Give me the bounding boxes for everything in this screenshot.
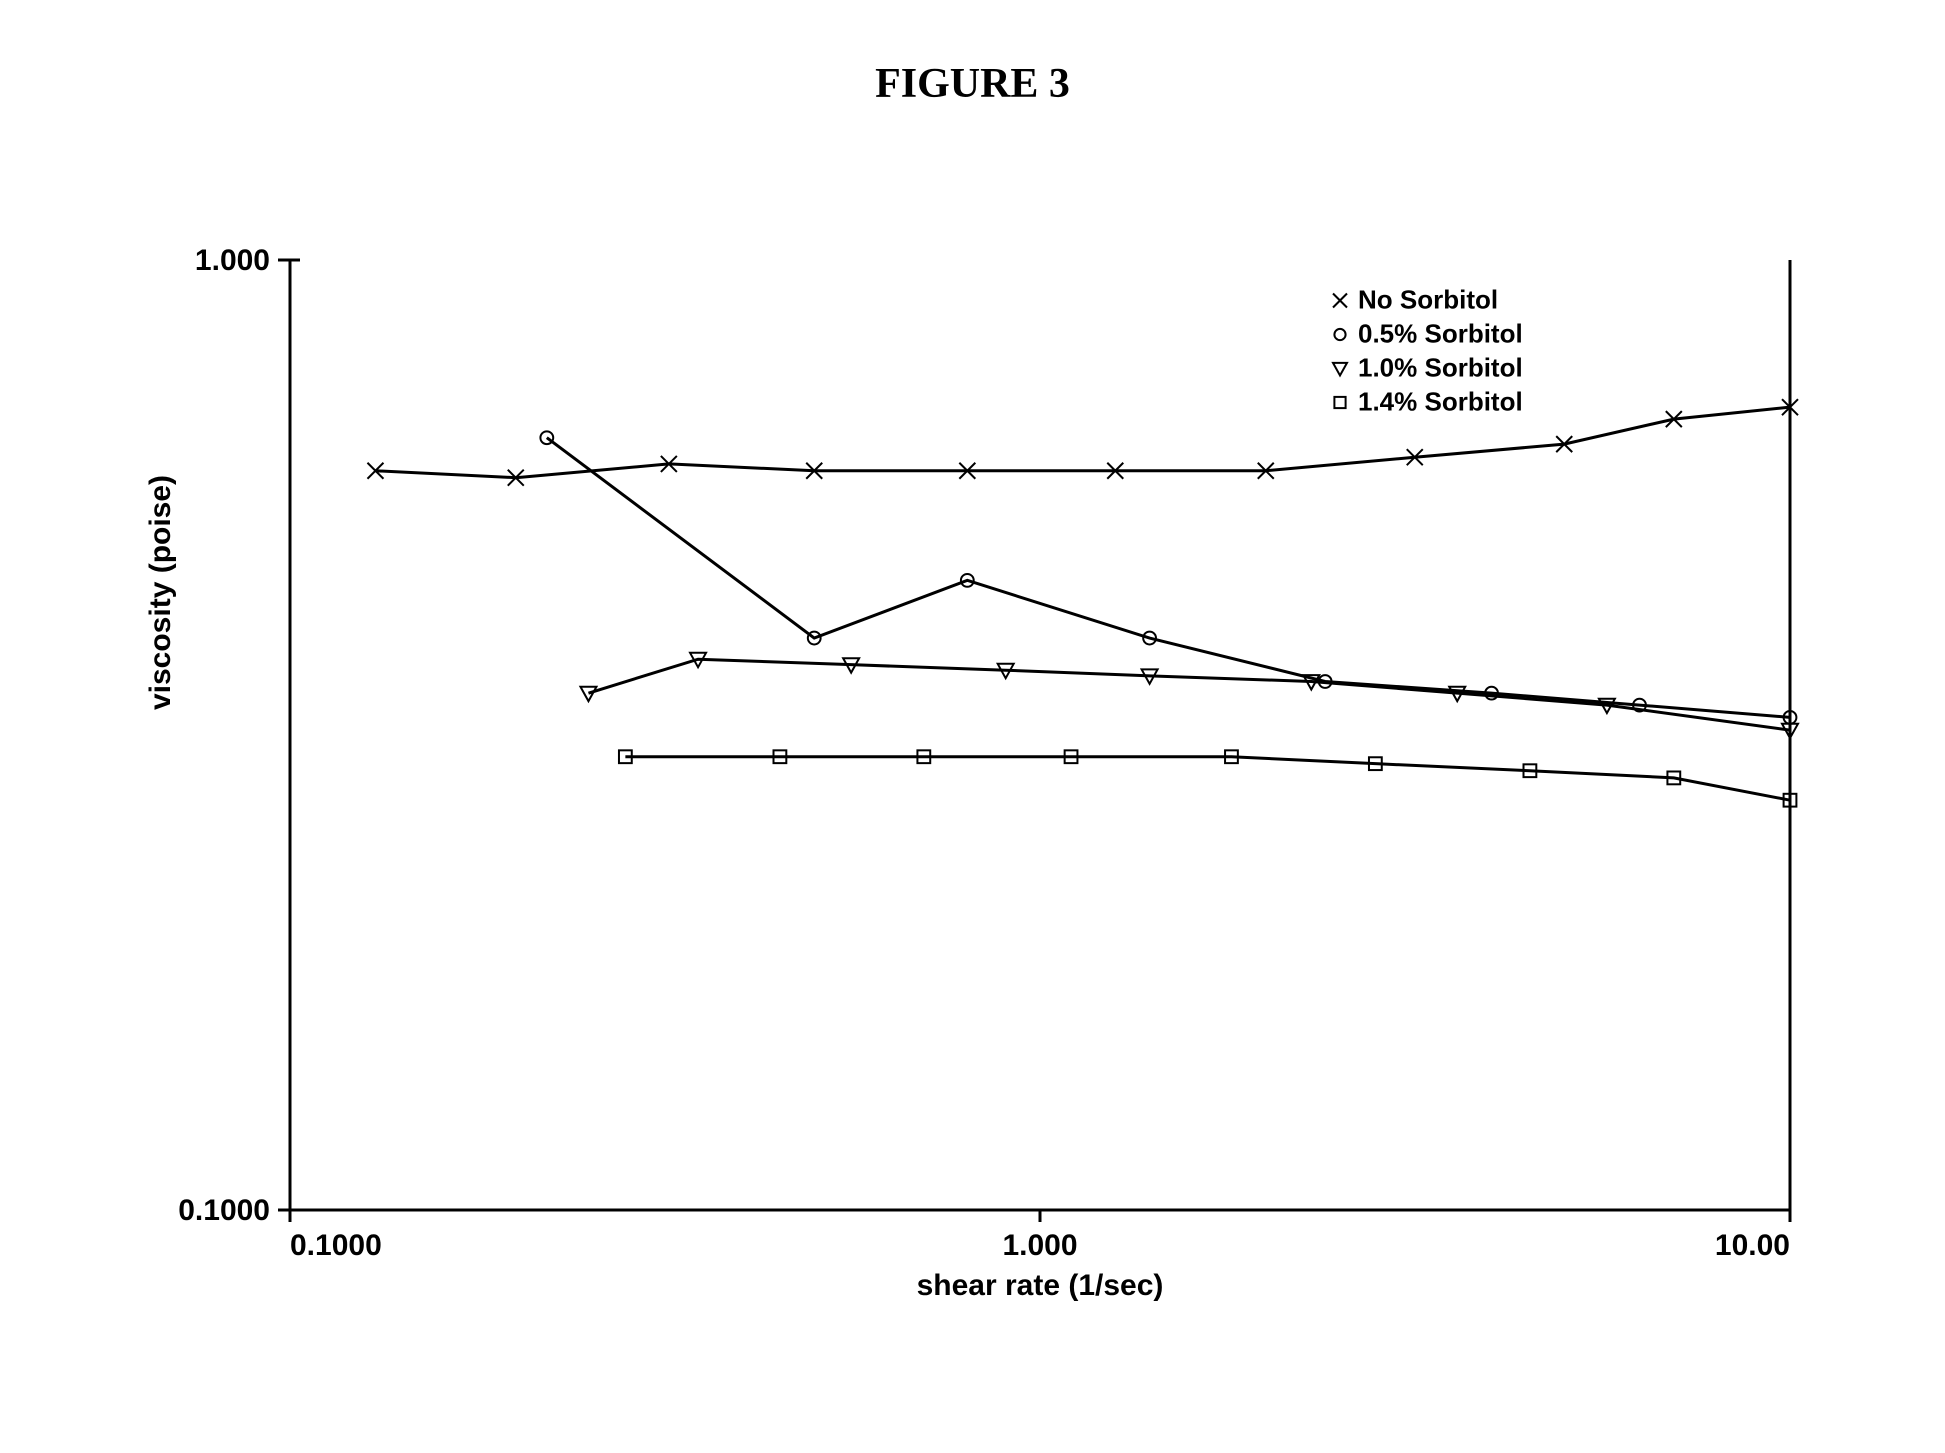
svg-text:viscosity (poise): viscosity (poise) bbox=[144, 475, 177, 710]
figure-title: FIGURE 3 bbox=[0, 60, 1945, 108]
page-root: FIGURE 3 0.1000 1.000 10.00 0.1000 1.000 shea… bbox=[0, 0, 1945, 1453]
svg-text:1.4% Sorbitol: 1.4% Sorbitol bbox=[1358, 387, 1523, 417]
svg-text:10.00: 10.00 bbox=[1715, 1229, 1790, 1262]
svg-text:1.000: 1.000 bbox=[1002, 1229, 1077, 1262]
svg-text:1.000: 1.000 bbox=[195, 244, 270, 277]
svg-text:0.1000: 0.1000 bbox=[290, 1229, 382, 1262]
svg-text:1.0% Sorbitol: 1.0% Sorbitol bbox=[1358, 353, 1523, 383]
svg-text:0.1000: 0.1000 bbox=[178, 1194, 270, 1227]
svg-text:No Sorbitol: No Sorbitol bbox=[1358, 285, 1498, 315]
chart-container: 0.1000 1.000 10.00 0.1000 1.000 shear rate (1… bbox=[120, 240, 1820, 1340]
viscosity-chart: 0.1000 1.000 10.00 0.1000 1.000 shear rate (1… bbox=[120, 240, 1820, 1340]
svg-text:0.5% Sorbitol: 0.5% Sorbitol bbox=[1358, 319, 1523, 349]
svg-text:shear rate (1/sec): shear rate (1/sec) bbox=[917, 1269, 1164, 1302]
